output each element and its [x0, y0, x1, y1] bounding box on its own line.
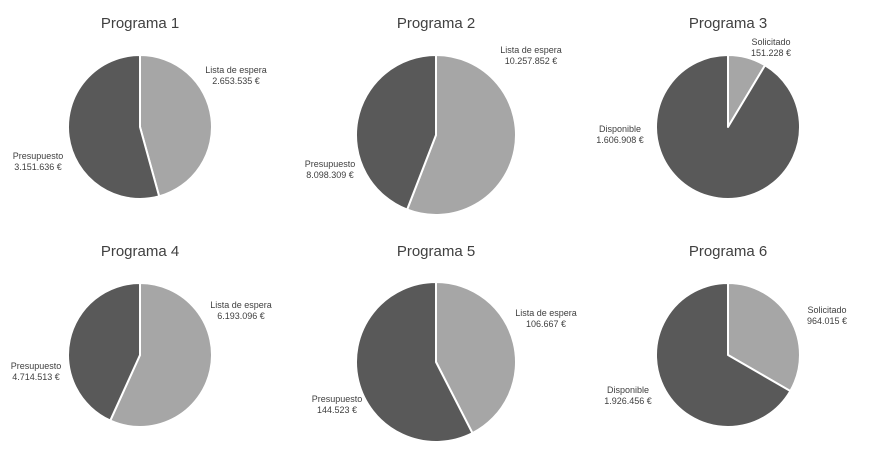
chart-title: Programa 4 [101, 243, 179, 260]
slice-label-value: 1.606.908 € [596, 135, 644, 145]
slice-label-value: 151.228 € [751, 48, 791, 58]
slice-label-name: Disponible [599, 124, 641, 134]
slice-label-value: 106.667 € [526, 319, 566, 329]
slice-label-value: 6.193.096 € [217, 311, 265, 321]
chart-title: Programa 5 [397, 243, 475, 260]
slice-label-value: 1.926.456 € [604, 396, 652, 406]
slice-label-name: Presupuesto [305, 159, 356, 169]
slice-label-name: Disponible [607, 385, 649, 395]
pie-slice-lista-de-espera [139, 54, 213, 198]
pie-slice-presupuesto [67, 54, 161, 200]
slice-label-name: Presupuesto [13, 151, 64, 161]
pie-slice-lista-de-espera [435, 281, 518, 435]
slice-label-value: 144.523 € [317, 405, 357, 415]
slice-label-name: Lista de espera [515, 308, 577, 318]
slice-label-name: Solicitado [751, 37, 790, 47]
slice-label-value: 4.714.513 € [12, 372, 60, 382]
chart-title: Programa 6 [689, 243, 767, 260]
pie-slice-lista-de-espera [109, 282, 213, 428]
pie-slice-disponible [655, 54, 801, 200]
pie-slice-solicitado [727, 282, 801, 393]
slice-label-name: Presupuesto [11, 361, 62, 371]
chart-title: Programa 3 [689, 15, 767, 32]
pie-slice-presupuesto [355, 281, 474, 443]
pie-slice-presupuesto [354, 54, 437, 211]
slice-label-name: Solicitado [807, 305, 846, 315]
slice-label-value: 3.151.636 € [14, 162, 62, 172]
slice-label-name: Presupuesto [312, 394, 363, 404]
chart-title: Programa 2 [397, 15, 475, 32]
slice-label-value: 964.015 € [807, 316, 847, 326]
pie-slice-presupuesto [67, 282, 141, 422]
slice-label-value: 8.098.309 € [306, 170, 354, 180]
slice-label-value: 10.257.852 € [505, 56, 558, 66]
pie-slice-lista-de-espera [406, 54, 517, 216]
slice-label-value: 2.653.535 € [212, 76, 260, 86]
slice-label-name: Lista de espera [500, 45, 562, 55]
slice-label-name: Lista de espera [210, 300, 272, 310]
slice-label-name: Lista de espera [205, 65, 267, 75]
pie-slice-disponible [655, 282, 792, 428]
chart-title: Programa 1 [101, 15, 179, 32]
